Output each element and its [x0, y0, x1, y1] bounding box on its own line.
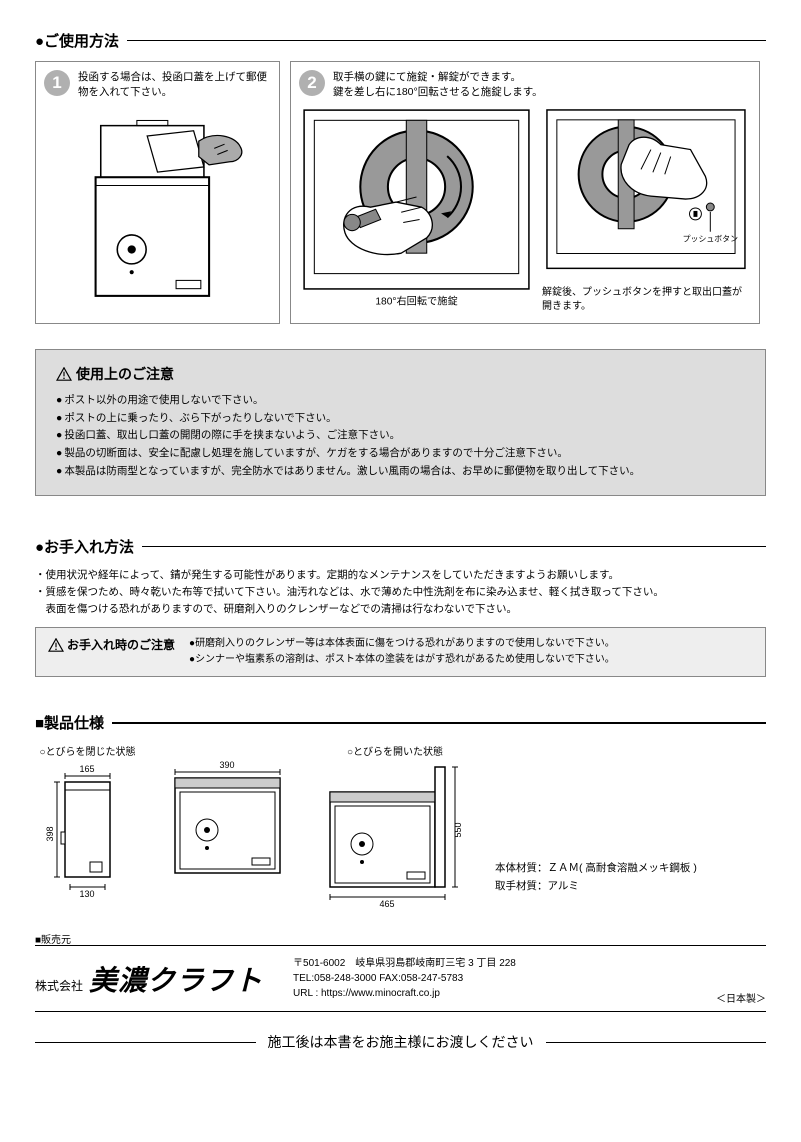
vendor-info: 〒501-6002 岐阜県羽島郡岐南町三宅 3 丁目 228 TEL:058-2…: [293, 956, 516, 1001]
warning-icon: [56, 367, 72, 381]
caution-item: ポストの上に乗ったり、ぶら下がったりしないで下さい。: [56, 410, 745, 428]
caution-item: ポスト以外の用途で使用しないで下さい。: [56, 392, 745, 410]
care-caution-items: ●研磨剤入りのクレンザー等は本体表面に傷をつける恐れがありますので使用しないで下…: [189, 636, 615, 668]
step2-right-caption: 解錠後、プッシュボタンを押すと取出口蓋が開きます。: [542, 286, 750, 314]
vendor-company: 株式会社 美濃クラフト: [35, 959, 263, 999]
caution-item: 本製品は防雨型となっていますが、完全防水ではありません。激しい風雨の場合は、お早…: [56, 463, 745, 481]
step2-lock-illustration: 180°右回転で施錠: [299, 105, 534, 309]
footer-note: 施工後は本書をお施主様にお渡しください: [35, 1032, 766, 1052]
sales-label: ■販売元: [35, 931, 71, 946]
vendor-logo: 美濃クラフト: [89, 959, 263, 999]
usage-caution-list: ポスト以外の用途で使用しないで下さい。 ポストの上に乗ったり、ぶら下がったりしな…: [56, 392, 745, 481]
made-in-label: ＜日本製＞: [716, 990, 766, 1005]
step1-number: 1: [44, 70, 70, 96]
step1-illustration: [44, 105, 271, 311]
svg-text:398: 398: [45, 827, 55, 842]
care-title: ●お手入れ方法: [35, 536, 766, 557]
caution-item: 投函口蓋、取出し口蓋の開閉の際に手を挟まないよう、ご注意下さい。: [56, 427, 745, 445]
warning-icon: [48, 638, 64, 652]
care-caution-box: お手入れ時のご注意 ●研磨剤入りのクレンザー等は本体表面に傷をつける恐れがありま…: [35, 627, 766, 677]
push-button-label: プッシュボタン: [683, 235, 738, 244]
usage-title: ●ご使用方法: [35, 30, 766, 51]
svg-text:390: 390: [219, 760, 234, 770]
svg-text:130: 130: [79, 889, 94, 899]
lock-caption: 180°右回転で施錠: [375, 295, 457, 308]
usage-caution-box: 使用上のご注意 ポスト以外の用途で使用しないで下さい。 ポストの上に乗ったり、ぶ…: [35, 349, 766, 496]
care-caution-label: お手入れ時のご注意: [48, 636, 175, 653]
step1-box: 1 投函する場合は、投函口蓋を上げて郵便物を入れて下さい。: [35, 61, 280, 324]
step2-push-illustration: プッシュボタン: [542, 105, 750, 278]
caution-item: 製品の切断面は、安全に配慮し処理を施していますが、ケガをする場合がありますので十…: [56, 445, 745, 463]
spec-materials: 本体材質：ＺＡＭ( 高耐食溶融メッキ鋼板 ) 取手材質：アルミ: [495, 860, 697, 896]
spec-closed-front: 390: [160, 743, 295, 901]
svg-text:465: 465: [379, 899, 394, 909]
step2-number: 2: [299, 70, 325, 96]
step2-box: 2 取手横の鍵にて施錠・解錠ができます。 鍵を差し右に180°回転させると施錠し…: [290, 61, 760, 324]
svg-text:165: 165: [79, 764, 94, 774]
vendor-section: 株式会社 美濃クラフト 〒501-6002 岐阜県羽島郡岐南町三宅 3 丁目 2…: [35, 945, 766, 1012]
usage-caution-title: 使用上のご注意: [56, 364, 745, 384]
spec-title: ■製品仕様: [35, 712, 766, 733]
spec-open-front: ○とびらを開いた状態 550 465: [315, 743, 475, 915]
care-text: ・使用状況や経年によって、錆が発生する可能性があります。定期的なメンテナンスをし…: [35, 567, 766, 617]
spec-closed-side: ○とびらを閉じた状態 165 398 130: [35, 743, 140, 905]
step2-text: 取手横の鍵にて施錠・解錠ができます。 鍵を差し右に180°回転させると施錠します…: [333, 70, 543, 99]
steps-row: 1 投函する場合は、投函口蓋を上げて郵便物を入れて下さい。 2: [35, 61, 766, 324]
step1-text: 投函する場合は、投函口蓋を上げて郵便物を入れて下さい。: [78, 70, 271, 99]
spec-row: ○とびらを閉じた状態 165 398 130 390: [35, 743, 766, 915]
